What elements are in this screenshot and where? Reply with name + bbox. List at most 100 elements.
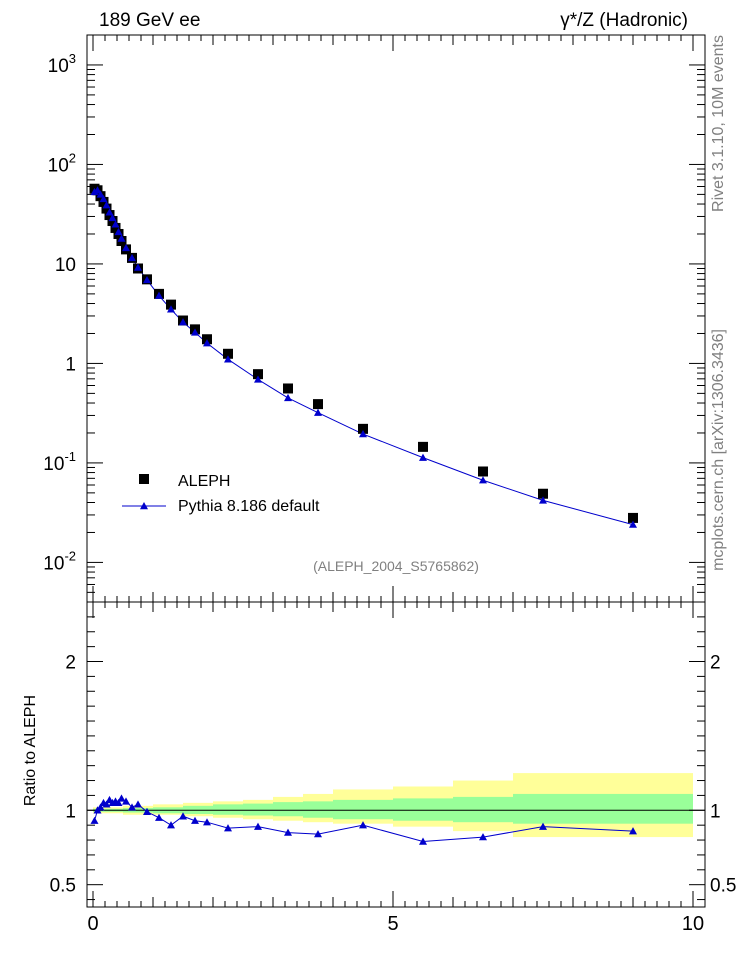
band-inner <box>303 801 333 818</box>
mc-point <box>155 291 163 299</box>
mc-point <box>254 375 262 383</box>
ratio-point <box>143 807 151 815</box>
header-right: γ*/Z (Hadronic) <box>560 10 688 31</box>
mc-point <box>314 408 322 416</box>
data-point <box>166 299 176 310</box>
x-tick-label: 0 <box>87 913 98 935</box>
mc-point <box>143 275 151 284</box>
mc-point <box>629 520 637 528</box>
ratio-point <box>102 800 111 808</box>
axes <box>86 34 706 908</box>
y-tick-label: 0.5 <box>50 876 76 897</box>
legend-mc-marker <box>140 502 148 510</box>
ratio-point <box>203 818 211 826</box>
data-point <box>313 399 323 410</box>
data-point <box>110 222 121 233</box>
mc-point <box>479 476 487 484</box>
legend-data-label: ALEPH <box>178 473 230 490</box>
ratio-point <box>114 798 123 807</box>
tick-labels: 0 5 10 10-2 10-1 1 10 102 103 0.5 0.5 1 1 2 2 <box>43 51 736 935</box>
data-point <box>253 369 263 380</box>
y-tick-label: 103 <box>48 51 76 77</box>
y-tick-label: 1 <box>65 801 76 822</box>
mc-point <box>108 213 117 222</box>
ratio-point <box>284 828 292 836</box>
band-inner <box>513 793 573 824</box>
mc-point <box>191 328 199 336</box>
band-inner <box>453 796 513 823</box>
mc-point <box>167 305 175 313</box>
side-text-mcplots: mcplots.cern.ch [arXiv:1306.3436] <box>710 329 727 571</box>
legend-mc-label: Pythia 8.186 default <box>178 498 320 515</box>
ratio-point <box>134 800 142 808</box>
series-marks <box>89 183 638 845</box>
ratio-point <box>359 821 367 829</box>
mc-point <box>128 253 136 262</box>
mc-point <box>105 208 114 216</box>
x-tick-label: 5 <box>387 913 398 935</box>
side-text-rivet: Rivet 3.1.10, 10M events <box>710 35 727 212</box>
mc-point <box>93 186 102 194</box>
mc-point <box>419 453 427 461</box>
band-inner <box>213 804 243 815</box>
mc-point <box>117 234 126 242</box>
band-inner <box>393 798 453 821</box>
mc-point <box>111 220 120 228</box>
ratio-point <box>191 816 199 824</box>
y-tick-label-right: 1 <box>710 801 721 822</box>
mc-point <box>96 190 105 198</box>
data-point <box>478 466 488 477</box>
ticks <box>87 34 706 907</box>
legend: ALEPH Pythia 8.186 default <box>122 473 320 515</box>
ratio-point <box>179 812 187 820</box>
data-point <box>283 383 293 394</box>
ratio-frame <box>86 601 706 908</box>
mc-point <box>539 496 547 504</box>
band-inner <box>573 793 693 824</box>
ratio-point <box>117 794 126 802</box>
band-inner <box>273 802 303 817</box>
mc-line <box>94 189 634 526</box>
ratio-point <box>479 833 487 841</box>
analysis-label: (ALEPH_2004_S5765862) <box>313 558 479 574</box>
ratio-point <box>96 803 105 811</box>
mc-point <box>179 318 187 326</box>
y-tick-label: 10 <box>55 255 76 276</box>
ratio-point <box>167 821 175 829</box>
ratio-point <box>629 827 637 835</box>
y-tick-label-right: 2 <box>710 653 721 674</box>
mc-point <box>359 430 367 438</box>
mc-point <box>102 201 111 209</box>
ratio-point <box>419 837 427 845</box>
mc-point <box>224 355 232 363</box>
y-tick-label: 1 <box>65 354 76 375</box>
ratio-point <box>539 822 547 830</box>
legend-data-marker <box>139 474 149 484</box>
ratio-ylabel: Ratio to ALEPH <box>22 695 39 806</box>
mc-point <box>122 243 130 252</box>
ratio-point <box>128 803 136 811</box>
band-inner <box>333 799 393 820</box>
data-point <box>358 423 368 434</box>
mc-point <box>284 393 292 402</box>
mc-point <box>134 263 142 271</box>
ratio-point <box>314 830 322 838</box>
data-point <box>628 512 638 523</box>
mc-point <box>114 227 123 236</box>
ratio-point <box>90 816 99 824</box>
y-tick-label: 10-1 <box>43 449 76 475</box>
ratio-point <box>254 822 262 830</box>
y-tick-label: 2 <box>65 653 76 674</box>
data-point <box>223 348 233 359</box>
mc-point <box>99 194 108 203</box>
data-point <box>418 441 428 452</box>
data-point <box>101 203 112 214</box>
mc-point <box>203 339 211 347</box>
band-inner <box>243 803 273 816</box>
header-left: 189 GeV ee <box>99 10 200 31</box>
y-tick-label: 10-2 <box>43 548 76 574</box>
ratio-point <box>122 797 130 805</box>
ratio-point <box>155 813 163 821</box>
